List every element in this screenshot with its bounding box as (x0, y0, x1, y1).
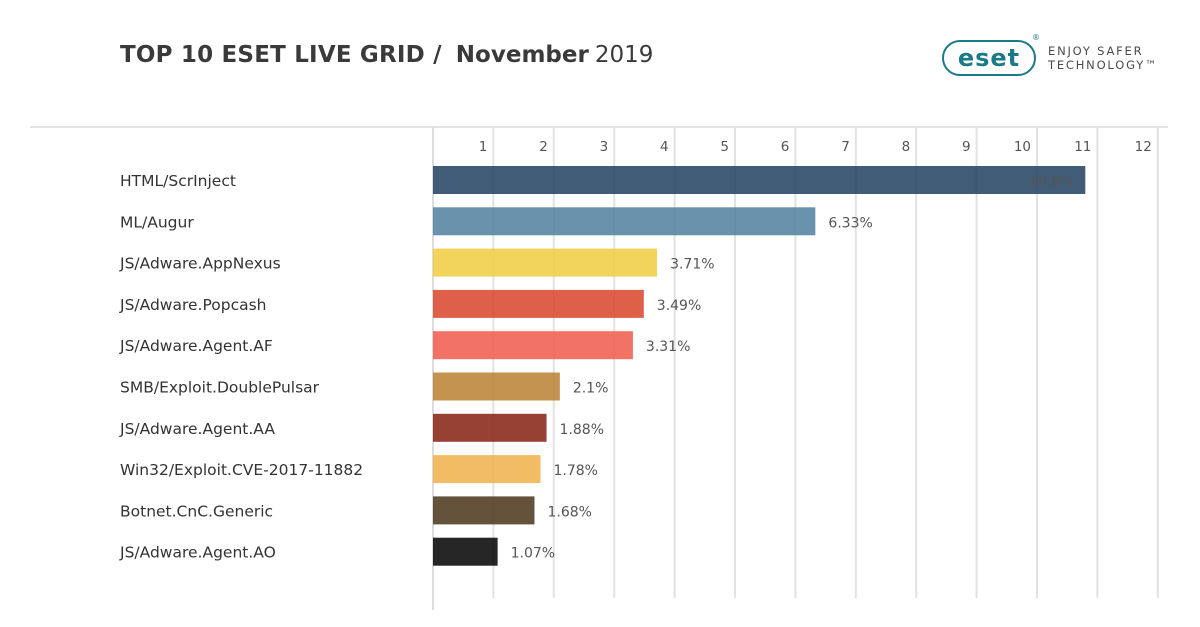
bar (433, 207, 816, 236)
bar (433, 372, 560, 401)
data-label: 2.1% (573, 381, 609, 397)
bar (433, 248, 658, 277)
eset-logo-mark: eset ® (942, 33, 1040, 76)
x-tick-label: 8 (902, 139, 911, 155)
category-label: ML/Augur (120, 213, 194, 231)
data-label: 1.68% (547, 504, 591, 520)
bar (433, 289, 644, 318)
eset-logo-text: eset (957, 44, 1021, 72)
logo-tagline-line-1: ENJOY SAFER (1048, 44, 1144, 58)
eset-logo: eset ® ENJOY SAFER TECHNOLOGY™ (942, 33, 1158, 76)
category-label: Botnet.CnC.Generic (120, 502, 273, 520)
data-label: 10.8% (1029, 174, 1073, 190)
title-year: 2019 (594, 42, 654, 68)
category-label: JS/Adware.Agent.AO (119, 544, 276, 562)
bar (433, 496, 535, 525)
category-label: JS/Adware.Agent.AA (119, 420, 275, 438)
x-tick-label: 10 (1014, 139, 1031, 155)
category-label: JS/Adware.AppNexus (119, 255, 281, 273)
data-label: 1.07% (511, 546, 555, 562)
bar (433, 455, 541, 484)
bar (433, 331, 633, 360)
category-label: JS/Adware.Popcash (119, 296, 267, 314)
chart-title: TOP 10 ESET LIVE GRID / November 2019 (120, 42, 653, 68)
data-label: 1.78% (554, 463, 598, 479)
logo-tagline-line-2: TECHNOLOGY™ (1048, 58, 1159, 72)
x-tick-label: 3 (600, 139, 609, 155)
x-tick-label: 9 (962, 139, 971, 155)
logo-tagline: ENJOY SAFER TECHNOLOGY™ (1048, 44, 1158, 72)
data-label: 1.88% (560, 422, 604, 438)
data-label: 3.31% (646, 339, 690, 355)
category-label: JS/Adware.Agent.AF (119, 337, 273, 355)
category-label: SMB/Exploit.DoublePulsar (120, 379, 320, 397)
x-tick-label: 12 (1135, 139, 1152, 155)
x-tick-label: 6 (781, 139, 790, 155)
data-label: 3.49% (657, 298, 701, 314)
data-label: 6.33% (828, 215, 872, 231)
category-label: HTML/ScrInject (120, 172, 236, 190)
x-tick-label: 1 (479, 139, 488, 155)
bar (433, 413, 547, 442)
title-main: TOP 10 ESET LIVE GRID / (120, 42, 442, 68)
bar (433, 537, 498, 566)
x-tick-label: 7 (841, 139, 850, 155)
data-label: 3.71% (670, 257, 714, 273)
x-tick-label: 2 (539, 139, 548, 155)
category-label: Win32/Exploit.CVE-2017-11882 (120, 461, 363, 479)
x-tick-label: 5 (720, 139, 729, 155)
x-tick-label: 4 (660, 139, 669, 155)
bar (433, 166, 1086, 194)
x-tick-label: 11 (1074, 139, 1091, 155)
title-month: November (455, 42, 589, 68)
registered-mark: ® (1032, 33, 1041, 42)
